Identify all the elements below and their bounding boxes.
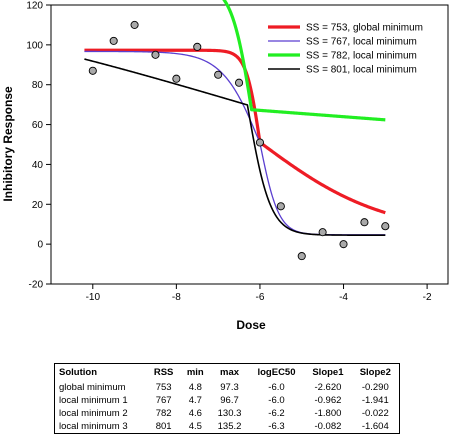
curve-series-2 (84, 50, 386, 236)
table-cell: 4.8 (188, 382, 202, 393)
table-cell: -0.962 (314, 395, 342, 406)
plot-frame (50, 4, 449, 285)
data-point (318, 228, 327, 237)
table-cell: -1.604 (361, 421, 389, 432)
table-cell: 801 (155, 421, 172, 432)
data-points (88, 20, 390, 261)
table-header-solution: Solution (59, 367, 97, 378)
table-cell: 4.7 (188, 395, 202, 406)
y-tick-label: 40 (32, 160, 44, 171)
data-point (297, 252, 306, 261)
curve-series-3 (222, 0, 386, 122)
legend-label-2: SS = 767, local minimum (306, 37, 417, 48)
legend-label-4: SS = 801, local minimum (306, 65, 417, 76)
table-row: global minimum 753 4.8 97.3 -6.0 -2.620 -0.290 (55, 381, 400, 394)
table-cell: 96.7 (220, 395, 239, 406)
table-cell: 4.5 (188, 421, 202, 432)
table-cell: -6.0 (268, 382, 285, 393)
data-point (255, 138, 264, 147)
data-point (109, 36, 118, 45)
table-row: local minimum 1 767 4.7 96.7 -6.0 -0.962 -1.94… (55, 394, 400, 407)
table-cell: 97.3 (220, 382, 239, 393)
table-cell: 782 (155, 408, 172, 419)
table-cell: 4.6 (188, 408, 202, 419)
table-cell: -6.3 (268, 421, 285, 432)
fitted-curves (83, 0, 386, 236)
plot-area (50, 4, 449, 285)
table-header-logec50: logEC50 (257, 367, 296, 378)
table-cell: global minimum (59, 382, 126, 393)
y-tick-label: -20 (29, 280, 44, 291)
table-cell: local minimum 1 (59, 395, 128, 406)
table-cell: -6.0 (268, 395, 285, 406)
results-table: Solution RSS min max logEC50 Slope1 Slope2 glo… (54, 363, 400, 434)
y-tick-label: 80 (32, 80, 44, 91)
table-cell: 130.3 (217, 408, 242, 419)
table-cell: -0.082 (314, 421, 342, 432)
x-tick-label: -2 (423, 292, 432, 303)
table-header-slope1: Slope1 (312, 367, 344, 378)
data-point (151, 50, 160, 59)
data-point (276, 202, 285, 211)
table-header-row: Solution RSS min max logEC50 Slope1 Slope2 (55, 364, 400, 382)
y-tick-label: 0 (37, 240, 43, 251)
y-tick-label: 100 (26, 40, 43, 51)
legend-label-3: SS = 782, local minimum (306, 51, 417, 62)
x-tick-label: -8 (172, 292, 181, 303)
table-row: local minimum 2 782 4.6 130.3 -6.2 -1.800 -0.0… (55, 407, 400, 420)
x-tick-label: -10 (86, 292, 101, 303)
table-header-min: min (186, 367, 204, 378)
x-axis-label: Dose (236, 318, 266, 332)
table-cell: 753 (155, 382, 172, 393)
table-header-slope2: Slope2 (359, 367, 391, 378)
dose-response-chart: -10 -8 -6 -4 -2 -20 0 20 40 60 80 100 120 SS = 753, … (1, 0, 449, 332)
y-tick-label: 60 (32, 120, 44, 131)
data-point (130, 20, 139, 29)
curve-series-1 (83, 48, 386, 215)
table-cell: -1.800 (314, 408, 342, 419)
y-tick-label: 20 (32, 200, 44, 211)
data-point (172, 74, 181, 83)
table-cell: 767 (155, 395, 172, 406)
table-header-max: max (220, 367, 240, 378)
legend-label-1: SS = 753, global minimum (306, 23, 423, 34)
table-cell: 135.2 (217, 421, 242, 432)
y-tick-label: 120 (26, 1, 43, 12)
curve-series-4 (84, 58, 386, 236)
data-point (88, 66, 97, 75)
table-cell: local minimum 2 (59, 408, 128, 419)
table-row: local minimum 3 801 4.5 135.2 -6.3 -0.082 -1.6… (55, 420, 400, 434)
data-point (339, 240, 348, 249)
data-point (235, 78, 244, 87)
table-cell: -0.022 (361, 408, 389, 419)
data-point (381, 222, 390, 231)
data-point (214, 70, 223, 79)
data-point (360, 218, 369, 227)
x-tick-label: -4 (339, 292, 348, 303)
table-body: global minimum 753 4.8 97.3 -6.0 -2.620 -0.290… (55, 381, 400, 434)
table-header-rss: RSS (153, 367, 174, 378)
table-cell: -6.2 (268, 408, 285, 419)
table-cell: -1.941 (361, 395, 389, 406)
data-point (193, 42, 202, 51)
table-cell: -0.290 (361, 382, 389, 393)
table-cell: local minimum 3 (59, 421, 128, 432)
x-tick-label: -6 (255, 292, 264, 303)
legend: SS = 753, global minimum SS = 767, local … (268, 23, 423, 76)
axes: -10 -8 -6 -4 -2 -20 0 20 40 60 80 100 120 (26, 1, 432, 304)
y-axis-label: Inhibitory Response (1, 86, 15, 202)
table-cell: -2.620 (314, 382, 342, 393)
